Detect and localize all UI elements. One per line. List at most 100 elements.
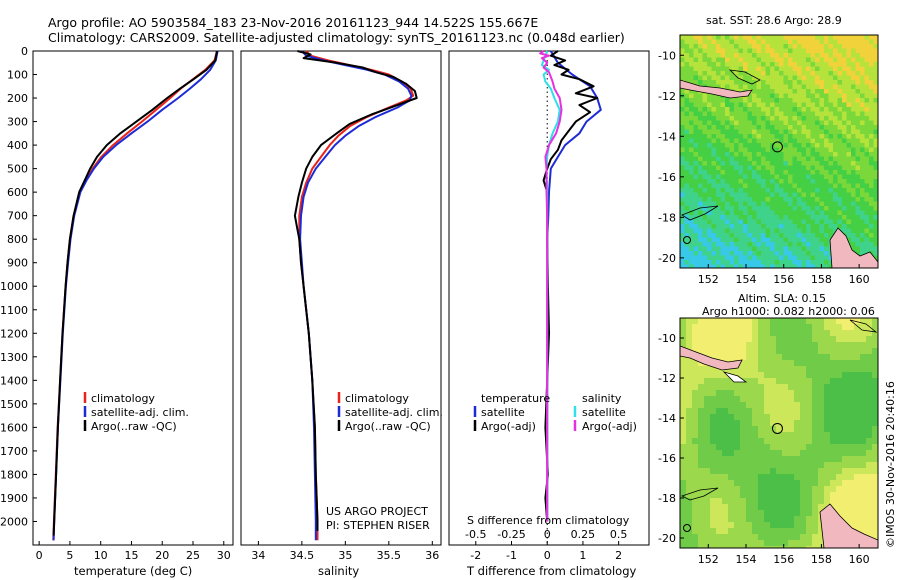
map-cell (722, 522, 729, 529)
map-cell (710, 432, 717, 439)
map-cell (747, 125, 753, 130)
map-cell (810, 98, 816, 103)
map-cell (684, 75, 690, 81)
map-cell (801, 156, 807, 162)
map-cell (819, 143, 825, 148)
map-cell (801, 125, 807, 130)
map-cell (860, 57, 865, 63)
map-cell (828, 224, 834, 229)
map-cell (792, 93, 798, 99)
map-cell (702, 98, 708, 103)
map-cell (815, 44, 820, 49)
map-cell (756, 125, 762, 130)
map-cell (824, 143, 829, 148)
map-cell (770, 210, 775, 216)
map-cell (851, 93, 856, 99)
map-cell (752, 39, 757, 45)
map-cell (779, 224, 784, 229)
map-cell (788, 354, 795, 361)
map-cell (734, 102, 739, 108)
map-cell (698, 456, 705, 463)
map-cell (698, 102, 703, 108)
map-cell (740, 444, 747, 451)
lat-tick-label: -20 (658, 532, 676, 545)
map-cell (764, 444, 771, 451)
map-cell (747, 120, 753, 126)
map-cell (770, 237, 775, 243)
map-cell (783, 174, 789, 180)
map-cell (801, 44, 807, 49)
map-cell (770, 39, 775, 45)
map-cell (842, 348, 849, 355)
map-cell (806, 260, 811, 265)
map-cell (710, 480, 717, 487)
map-cell (743, 125, 748, 130)
map-cell (854, 402, 861, 409)
legend-label-climatology: climatology (345, 392, 409, 405)
map-cell (707, 102, 712, 108)
map-cell (702, 219, 708, 225)
map-cell (776, 372, 783, 379)
map-cell (761, 44, 766, 49)
map-cell (765, 80, 771, 85)
map-cell (779, 161, 784, 166)
map-cell (873, 233, 878, 238)
map-cell (734, 318, 741, 325)
map-cell (738, 125, 744, 130)
map-cell (824, 125, 829, 130)
map-cell (693, 219, 699, 225)
map-cell (734, 98, 739, 103)
map-cell (824, 336, 831, 343)
map-cell (698, 251, 703, 256)
series-line-1 (52, 50, 219, 541)
map-cell (842, 62, 847, 67)
map-cell (869, 129, 874, 135)
map-cell (830, 486, 837, 493)
map-cell (864, 48, 870, 54)
map-cell (783, 260, 789, 265)
map-cell (810, 188, 816, 193)
map-cell (746, 540, 753, 547)
map-cell (860, 348, 867, 355)
map-cell (702, 143, 708, 148)
map-cell (725, 242, 730, 247)
map-cell (788, 492, 795, 499)
map-cell (788, 342, 795, 349)
map-cell (720, 120, 726, 126)
map-cell (702, 48, 708, 54)
map-cell (819, 251, 825, 256)
map-cell (680, 360, 687, 367)
map-cell (819, 242, 825, 247)
map-cell (752, 432, 759, 439)
map-cell (801, 188, 807, 193)
map-cell (702, 183, 708, 189)
map-cell (800, 486, 807, 493)
map-cell (680, 161, 685, 166)
map-cell (779, 66, 784, 72)
map-cell (747, 183, 753, 189)
map-cell (830, 498, 837, 505)
map-cell (770, 174, 775, 180)
map-cell (770, 84, 775, 90)
map-cell (842, 134, 847, 139)
map-cell (770, 414, 777, 421)
map-cell (869, 152, 874, 157)
map-cell (776, 510, 783, 517)
map-cell (846, 152, 852, 157)
map-cell (860, 384, 867, 391)
map-cell (698, 44, 703, 49)
map-cell (698, 71, 703, 76)
map-cell (828, 210, 834, 216)
map-cell (774, 134, 780, 139)
map-cell (734, 210, 739, 216)
map-cell (788, 201, 793, 207)
map-cell (818, 336, 825, 343)
map-cell (774, 143, 780, 148)
map-cell (740, 318, 747, 325)
map-cell (716, 197, 721, 202)
map-cell (746, 432, 753, 439)
map-cell (842, 179, 847, 184)
map-cell (693, 53, 699, 58)
map-cell (770, 456, 777, 463)
map-cell (756, 44, 762, 49)
